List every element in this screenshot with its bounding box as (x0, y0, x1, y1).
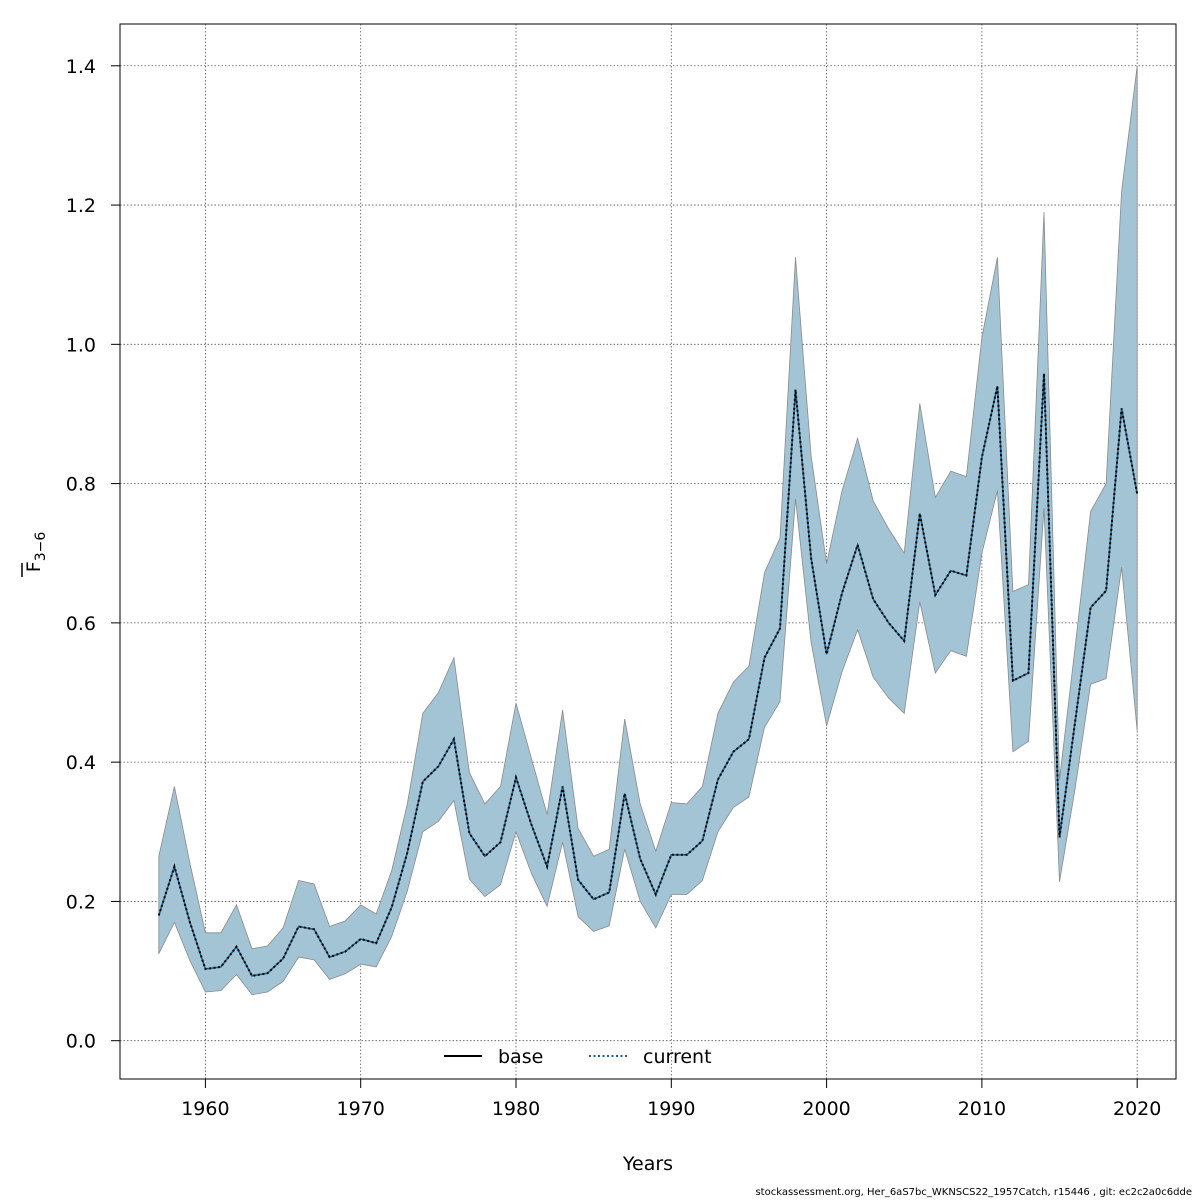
x-tick-label-1990: 1990 (647, 1098, 695, 1120)
y-axis-title-main: F (23, 561, 45, 572)
plot-frame (119, 23, 1177, 1080)
y-tick-label-0.2: 0.2 (66, 891, 96, 913)
confidence-band (158, 65, 1138, 996)
x-tick-label-1960: 1960 (181, 1098, 229, 1120)
y-axis-title: F3−6 (21, 532, 49, 577)
y-tick-label-0: 0.0 (66, 1031, 96, 1053)
x-tick-label-1980: 1980 (492, 1098, 540, 1120)
y-tick-label-1: 1.0 (66, 334, 96, 356)
series-line-current (157, 373, 1139, 978)
x-tick-label-1970: 1970 (337, 1098, 385, 1120)
y-tick-label-1.2: 1.2 (66, 195, 96, 217)
legend-label-base: base (498, 1046, 543, 1068)
y-tick-label-0.8: 0.8 (66, 474, 96, 496)
x-tick-label-2010: 2010 (958, 1098, 1006, 1120)
x-tick-label-2020: 2020 (1113, 1098, 1161, 1120)
legend-label-current: current (643, 1046, 712, 1068)
legend: base current (444, 1046, 712, 1068)
x-tick-label-2000: 2000 (802, 1098, 850, 1120)
y-axis: 0.0 0.2 0.4 0.6 0.8 1.0 1.2 1.4 (66, 56, 120, 1053)
grid (120, 24, 1176, 1079)
y-axis-title-sub: 3−6 (33, 532, 49, 562)
y-tick-label-1.4: 1.4 (66, 56, 96, 78)
svg-text:F3−6: F3−6 (23, 532, 49, 573)
footer-source-text: stockassessment.org, Her_6aS7bc_WKNSCS22… (755, 1187, 1192, 1198)
x-axis: 1960 1970 1980 1990 2000 2010 2020 (181, 1079, 1161, 1120)
x-axis-title: Years (622, 1153, 673, 1175)
y-tick-label-0.4: 0.4 (66, 752, 96, 774)
y-tick-label-0.6: 0.6 (66, 613, 96, 635)
